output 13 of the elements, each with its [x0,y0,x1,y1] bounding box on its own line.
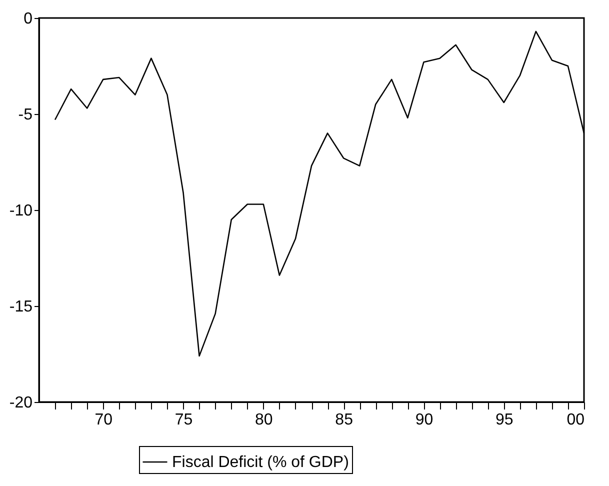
y-tick-label: -20 [9,394,33,412]
x-tick-label: 90 [415,412,434,428]
x-tick-label: 85 [335,412,354,428]
x-tick-label: 75 [174,412,193,428]
y-tick-label: -5 [18,106,33,124]
y-tick-label: -10 [9,202,33,220]
x-tick-label: 95 [495,412,514,428]
y-tick-label: 0 [24,10,33,28]
x-tick-label: 00 [566,412,585,428]
x-tick-label: 70 [94,412,113,428]
legend-label: Fiscal Deficit (% of GDP) [172,454,349,471]
x-tick-label: 80 [255,412,273,428]
y-tick-label: -15 [9,298,33,316]
